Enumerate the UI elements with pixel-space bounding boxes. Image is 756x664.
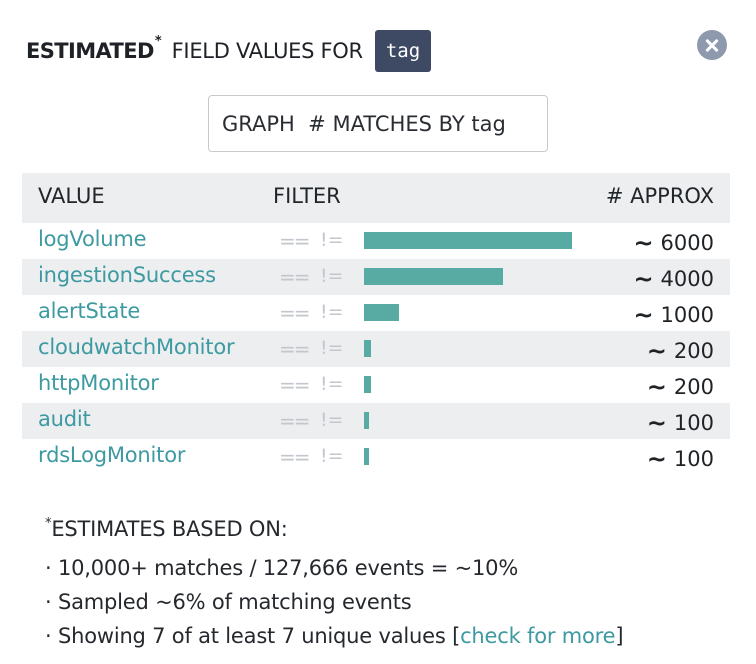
approx-count: ~200 — [646, 336, 714, 365]
filter-not-equals-button[interactable]: != — [320, 445, 344, 467]
field-values-table: VALUE FILTER # APPROX logVolume == != ~6000… — [22, 173, 730, 475]
approx-tilde: ~ — [646, 373, 667, 401]
filter-not-equals-button[interactable]: != — [320, 229, 344, 251]
approx-count: ~100 — [646, 444, 714, 473]
filter-not-equals-button[interactable]: != — [320, 409, 344, 431]
approx-tilde: ~ — [633, 265, 654, 293]
approx-tilde: ~ — [646, 409, 667, 437]
approx-value: 200 — [673, 375, 714, 399]
count-bar — [364, 232, 572, 249]
estimates-notes: *ESTIMATES BASED ON: · 10,000+ matches /… — [45, 516, 624, 653]
approx-count: ~100 — [646, 408, 714, 437]
title-estimated: ESTIMATED — [26, 39, 154, 63]
approx-tilde: ~ — [633, 229, 654, 257]
table-body: logVolume == != ~6000 ingestionSuccess == != ~4… — [22, 223, 730, 475]
approx-tilde: ~ — [646, 337, 667, 365]
column-header-approx: # APPROX — [605, 184, 714, 208]
count-bar — [364, 376, 371, 393]
count-bar — [364, 268, 503, 285]
notes-heading-text: ESTIMATES BASED ON: — [51, 517, 288, 541]
filter-equals-button[interactable]: == — [279, 373, 310, 397]
table-row: audit == != ~100 — [22, 403, 730, 439]
approx-value: 6000 — [660, 231, 714, 255]
graph-matches-button[interactable]: GRAPH # MATCHES BY tag — [208, 95, 548, 152]
filter-not-equals-button[interactable]: != — [320, 337, 344, 359]
close-icon[interactable] — [697, 30, 727, 60]
value-link[interactable]: audit — [38, 407, 91, 431]
check-for-more-link[interactable]: check for more — [460, 624, 616, 648]
notes-asterisk: * — [45, 516, 52, 531]
approx-tilde: ~ — [646, 445, 667, 473]
filter-not-equals-button[interactable]: != — [320, 301, 344, 323]
count-bar — [364, 412, 369, 429]
value-link[interactable]: ingestionSuccess — [38, 263, 216, 287]
table-row: httpMonitor == != ~200 — [22, 367, 730, 403]
table-row: cloudwatchMonitor == != ~200 — [22, 331, 730, 367]
filter-equals-button[interactable]: == — [279, 229, 310, 253]
filter-equals-button[interactable]: == — [279, 409, 310, 433]
approx-value: 4000 — [660, 267, 714, 291]
filter-equals-button[interactable]: == — [279, 337, 310, 361]
count-bar — [364, 304, 399, 321]
filter-equals-button[interactable]: == — [279, 301, 310, 325]
column-header-filter: FILTER — [273, 184, 341, 208]
title-field-values-for: FIELD VALUES FOR — [171, 39, 363, 63]
note-sampled: · Sampled ~6% of matching events — [45, 590, 412, 614]
column-header-value: VALUE — [38, 184, 105, 208]
value-link[interactable]: alertState — [38, 299, 141, 323]
table-row: rdsLogMonitor == != ~100 — [22, 439, 730, 475]
panel-title: ESTIMATED * FIELD VALUES FOR tag — [26, 30, 432, 72]
filter-equals-button[interactable]: == — [279, 265, 310, 289]
note-matches-events: · 10,000+ matches / 127,666 events = ~10… — [45, 556, 519, 580]
notes-heading: *ESTIMATES BASED ON: — [45, 516, 623, 547]
value-link[interactable]: logVolume — [38, 227, 147, 251]
title-asterisk: * — [154, 33, 162, 49]
approx-value: 1000 — [660, 303, 714, 327]
filter-equals-button[interactable]: == — [279, 445, 310, 469]
field-name-badge: tag — [374, 30, 432, 72]
table-header: VALUE FILTER # APPROX — [22, 173, 730, 223]
table-row: alertState == != ~1000 — [22, 295, 730, 331]
table-row: ingestionSuccess == != ~4000 — [22, 259, 730, 295]
approx-count: ~1000 — [633, 300, 714, 329]
count-bar — [364, 448, 369, 465]
approx-value: 100 — [673, 411, 714, 435]
approx-count: ~4000 — [633, 264, 714, 293]
value-link[interactable]: rdsLogMonitor — [38, 443, 186, 467]
note-unique-prefix: · Showing 7 of at least 7 unique values … — [45, 624, 461, 648]
approx-value: 200 — [673, 339, 714, 363]
count-bar — [364, 340, 371, 357]
table-row: logVolume == != ~6000 — [22, 223, 730, 259]
value-link[interactable]: cloudwatchMonitor — [38, 335, 235, 359]
filter-not-equals-button[interactable]: != — [320, 373, 344, 395]
note-unique-suffix: ] — [615, 624, 624, 648]
approx-tilde: ~ — [633, 301, 654, 329]
value-link[interactable]: httpMonitor — [38, 371, 159, 395]
approx-count: ~200 — [646, 372, 714, 401]
note-unique-values: · Showing 7 of at least 7 unique values … — [45, 619, 624, 653]
approx-count: ~6000 — [633, 228, 714, 257]
approx-value: 100 — [673, 447, 714, 471]
filter-not-equals-button[interactable]: != — [320, 265, 344, 287]
